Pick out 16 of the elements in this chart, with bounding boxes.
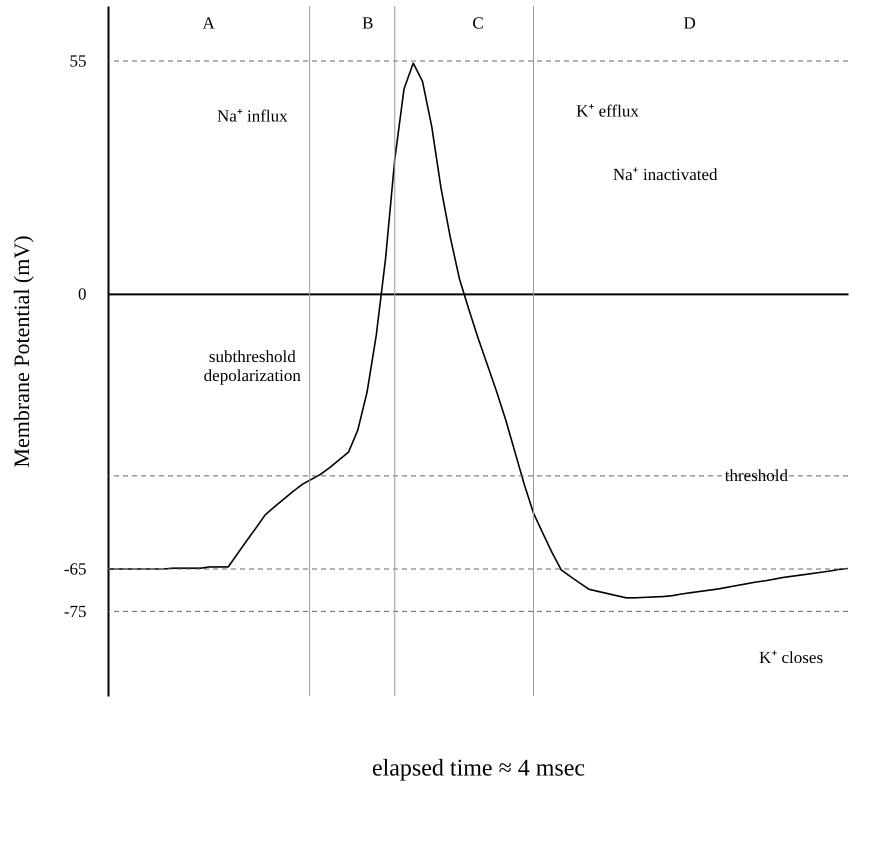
annotation: K⁺ efflux — [576, 102, 640, 121]
annotation: Na⁺ influx — [216, 106, 288, 126]
y-tick-label: -75 — [64, 602, 86, 621]
y-tick-label: 55 — [70, 52, 86, 71]
y-tick-label: 0 — [78, 284, 86, 304]
y-tick-label: -65 — [64, 560, 86, 579]
annotation: B — [362, 13, 374, 32]
annotation: Na⁺ inactivated — [612, 165, 718, 184]
y-axis-title: Membrane Potential (mV) — [8, 235, 34, 468]
annotation: A — [202, 13, 216, 32]
annotation: K⁺ closes — [758, 648, 824, 668]
x-axis-title: elapsed time ≈ 4 msec — [372, 756, 586, 782]
annotation: D — [684, 13, 696, 32]
annotation: subthreshold depolarization — [204, 347, 302, 386]
annotation: C — [472, 13, 484, 32]
ref-line-label: threshold — [724, 466, 788, 485]
